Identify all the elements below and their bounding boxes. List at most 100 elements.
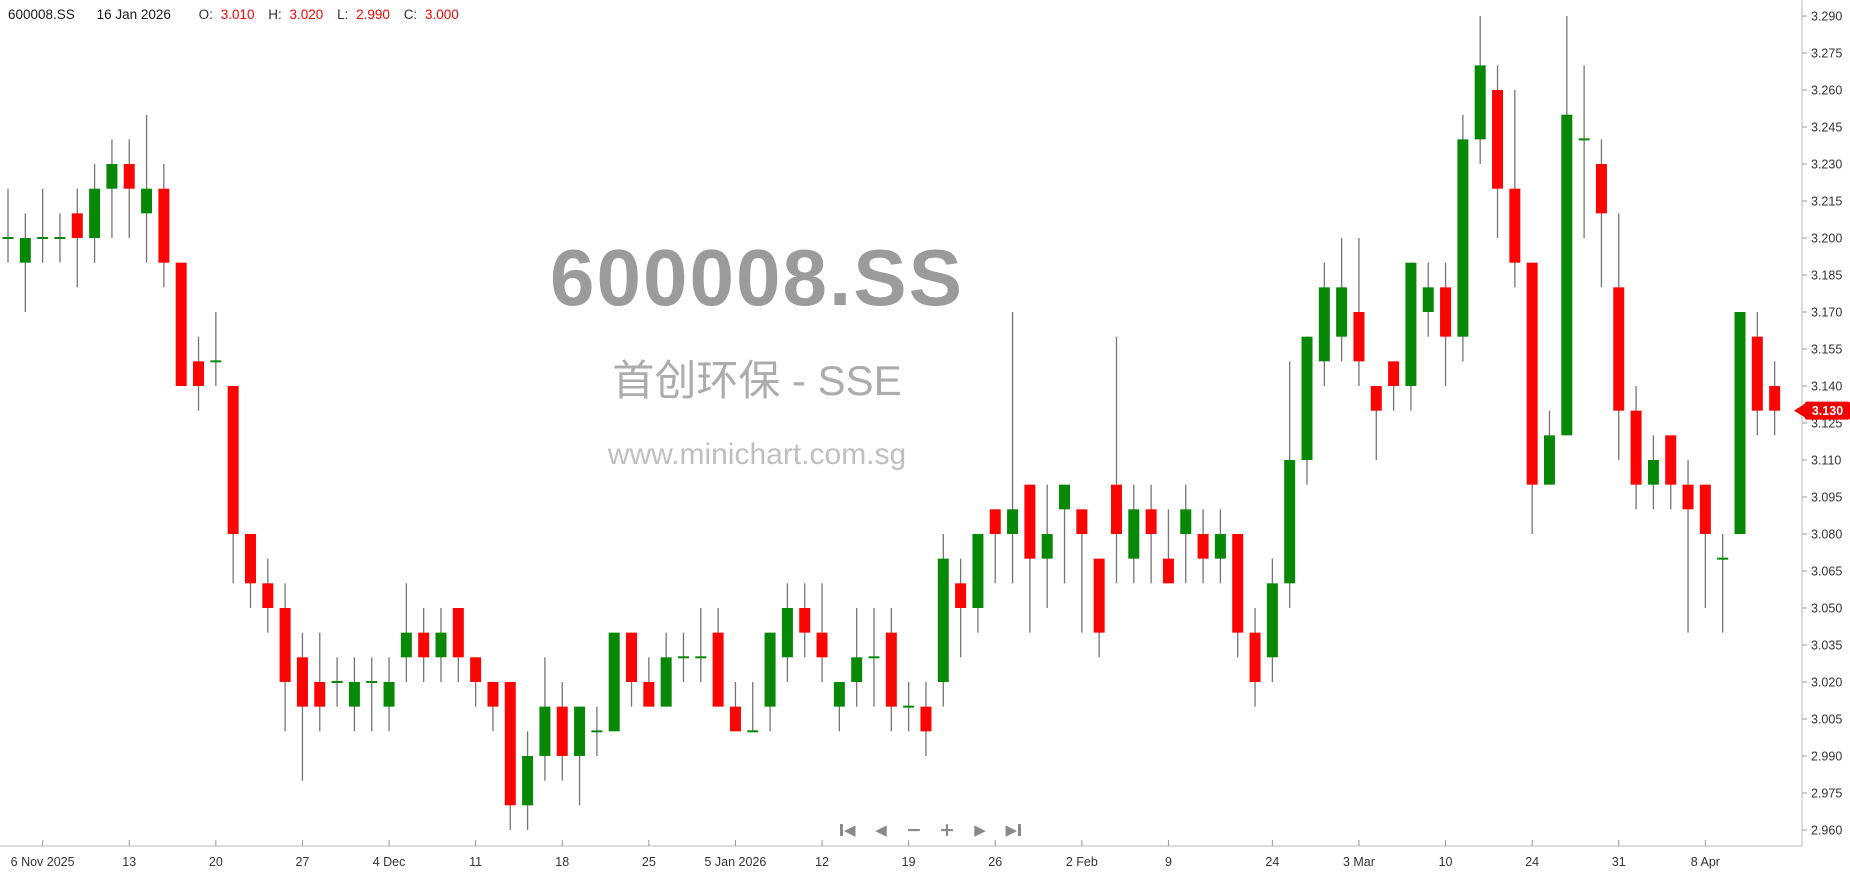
zoom-in-button[interactable]: +: [935, 819, 959, 841]
candle[interactable]: [781, 583, 793, 682]
candle[interactable]: [175, 262, 187, 387]
candle[interactable]: [539, 657, 551, 781]
step-forward-button[interactable]: ▶: [968, 819, 992, 841]
candle[interactable]: [1717, 533, 1729, 633]
candle[interactable]: [972, 533, 984, 633]
candle[interactable]: [487, 681, 499, 732]
candle[interactable]: [660, 632, 672, 707]
candle[interactable]: [1388, 361, 1400, 411]
candle[interactable]: [1024, 484, 1036, 633]
candle[interactable]: [123, 139, 135, 239]
candle[interactable]: [19, 213, 31, 313]
candle[interactable]: [955, 558, 967, 658]
candle[interactable]: [764, 632, 776, 732]
candle[interactable]: [1041, 484, 1053, 608]
candle[interactable]: [1007, 312, 1019, 584]
candle[interactable]: [1699, 484, 1711, 608]
candle[interactable]: [1440, 262, 1452, 387]
candle[interactable]: [279, 583, 291, 732]
candle[interactable]: [1093, 558, 1105, 658]
candle[interactable]: [920, 681, 932, 756]
candle[interactable]: [1128, 484, 1140, 584]
candle[interactable]: [1647, 435, 1659, 510]
candle[interactable]: [1526, 262, 1538, 534]
candle[interactable]: [1769, 361, 1781, 436]
candle[interactable]: [608, 632, 620, 732]
candle[interactable]: [314, 632, 326, 732]
candle[interactable]: [1214, 509, 1226, 584]
candle[interactable]: [37, 188, 49, 263]
candle[interactable]: [643, 657, 655, 707]
candle[interactable]: [989, 509, 1001, 584]
candle[interactable]: [677, 632, 689, 682]
candle[interactable]: [1613, 213, 1625, 460]
candle[interactable]: [1059, 484, 1071, 584]
candle[interactable]: [1509, 90, 1521, 288]
candle[interactable]: [885, 607, 897, 732]
candle[interactable]: [1318, 262, 1330, 387]
candle[interactable]: [833, 681, 845, 732]
candle[interactable]: [1682, 459, 1694, 633]
candle[interactable]: [747, 681, 759, 733]
candle[interactable]: [1110, 336, 1122, 584]
step-back-button[interactable]: ◀: [869, 819, 893, 841]
candle[interactable]: [366, 657, 378, 732]
candle[interactable]: [1301, 336, 1313, 485]
candle[interactable]: [1180, 484, 1192, 584]
candle[interactable]: [1336, 238, 1348, 362]
candle[interactable]: [574, 706, 586, 806]
candle[interactable]: [1405, 262, 1417, 411]
candle[interactable]: [210, 312, 222, 387]
candle[interactable]: [383, 657, 395, 732]
skip-to-end-button[interactable]: ▶: [1001, 819, 1025, 841]
candle[interactable]: [695, 607, 707, 682]
candle[interactable]: [296, 632, 308, 781]
candle[interactable]: [193, 336, 205, 411]
candle[interactable]: [937, 533, 949, 707]
candle[interactable]: [1266, 558, 1278, 682]
zoom-out-button[interactable]: −: [902, 819, 926, 841]
candle[interactable]: [1422, 262, 1434, 337]
candle[interactable]: [470, 657, 482, 707]
candle[interactable]: [504, 681, 516, 830]
candle[interactable]: [1630, 386, 1642, 510]
candle[interactable]: [89, 164, 101, 263]
candle[interactable]: [712, 607, 724, 707]
candle[interactable]: [1162, 509, 1174, 584]
candle[interactable]: [522, 731, 534, 830]
candle[interactable]: [1353, 238, 1365, 387]
candle[interactable]: [141, 114, 153, 263]
candle[interactable]: [54, 213, 66, 263]
candle[interactable]: [1543, 410, 1555, 485]
candle[interactable]: [903, 681, 915, 732]
candle[interactable]: [1145, 484, 1157, 584]
candle[interactable]: [1197, 509, 1209, 584]
candle[interactable]: [868, 607, 880, 707]
candle[interactable]: [71, 188, 83, 288]
candle[interactable]: [262, 558, 274, 633]
candle[interactable]: [1751, 312, 1763, 436]
candle[interactable]: [418, 607, 430, 682]
candle[interactable]: [851, 607, 863, 707]
candle[interactable]: [452, 607, 464, 682]
candle[interactable]: [1457, 114, 1469, 362]
candle[interactable]: [2, 188, 14, 263]
candle[interactable]: [1578, 65, 1590, 239]
candle[interactable]: [1232, 533, 1244, 658]
candle[interactable]: [1595, 139, 1607, 288]
candle[interactable]: [1249, 607, 1261, 707]
candle[interactable]: [1561, 16, 1573, 436]
candle[interactable]: [799, 583, 811, 658]
candle[interactable]: [1474, 16, 1486, 165]
candle[interactable]: [348, 657, 360, 732]
candle[interactable]: [1665, 435, 1677, 510]
candle[interactable]: [227, 386, 239, 584]
candle[interactable]: [816, 583, 828, 682]
candle[interactable]: [1734, 312, 1746, 534]
candle[interactable]: [1284, 361, 1296, 608]
candle[interactable]: [591, 706, 603, 756]
candle[interactable]: [556, 681, 568, 781]
candle[interactable]: [1492, 65, 1504, 239]
candle[interactable]: [1370, 386, 1382, 460]
